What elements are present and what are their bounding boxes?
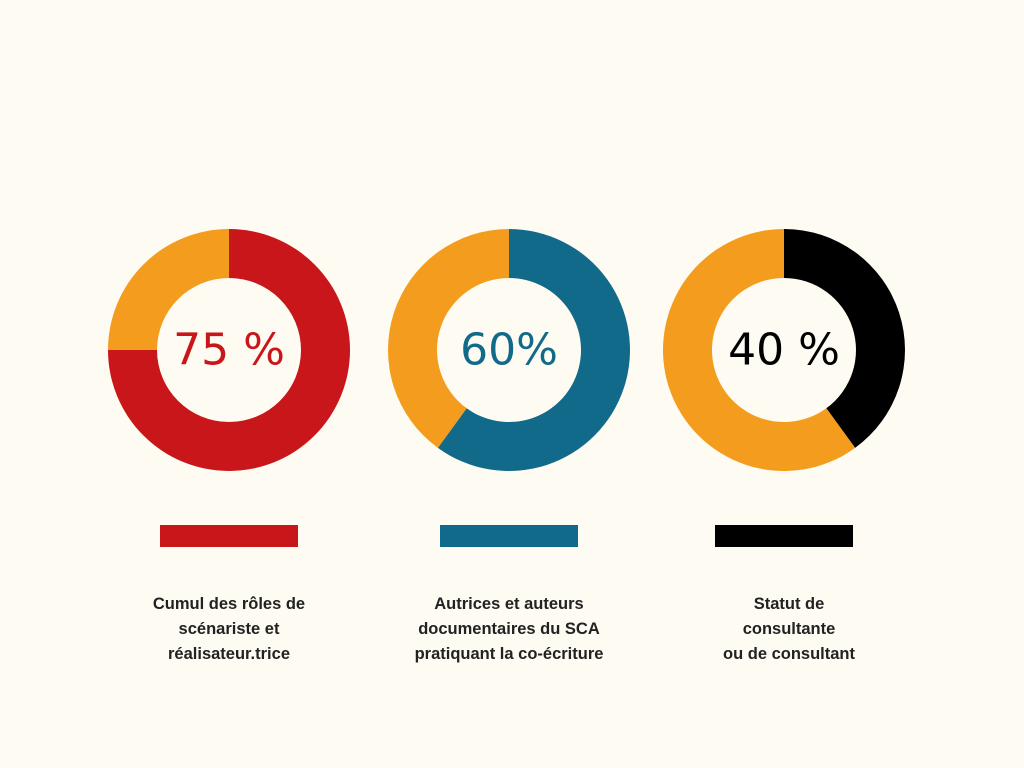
caption-line: scénariste et: [178, 620, 280, 638]
caption-line: Cumul des rôles de: [152, 595, 306, 613]
caption-2: Autrices et auteurs documentaires du SCA…: [379, 592, 639, 667]
caption-3: Statut de consultante ou de consultant: [659, 592, 919, 667]
caption-line: pratiquant la co-écriture: [414, 645, 604, 663]
remainder-segment: [108, 229, 229, 350]
percent-label: 40 %: [728, 325, 840, 376]
percent-label: 75 %: [173, 325, 285, 376]
legend-bar-1: [160, 525, 298, 547]
percent-label: 60%: [460, 325, 558, 376]
caption-line: Autrices et auteurs: [434, 595, 584, 613]
value-segment: [437, 229, 630, 471]
caption-1: Cumul des rôles de scénariste et réalisa…: [99, 592, 359, 667]
caption-line: Statut de: [753, 595, 825, 613]
caption-line: documentaires du SCA: [418, 620, 600, 638]
caption-line: consultante: [742, 620, 836, 638]
value-segment: [108, 229, 350, 471]
remainder-segment: [388, 229, 509, 448]
caption-line: ou de consultant: [723, 645, 855, 663]
value-segment: [784, 229, 905, 448]
legend-bar-3: [715, 525, 853, 547]
legend-bar-2: [440, 525, 578, 547]
caption-line: réalisateur.trice: [168, 645, 290, 663]
remainder-segment: [663, 229, 856, 472]
